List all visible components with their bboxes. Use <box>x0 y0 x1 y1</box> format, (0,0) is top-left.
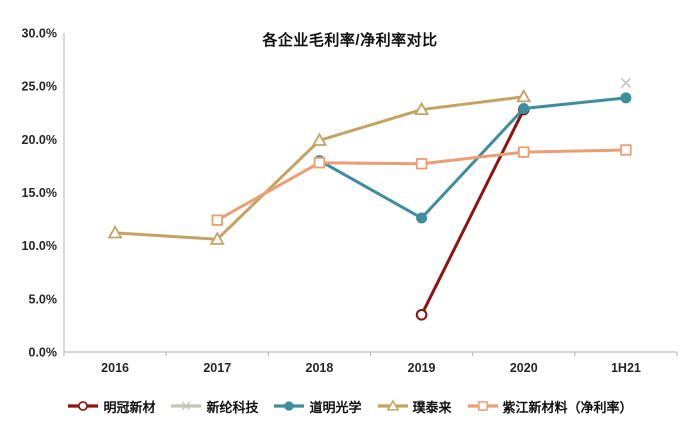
svg-text:15.0%: 15.0% <box>22 186 57 200</box>
svg-text:10.0%: 10.0% <box>22 239 57 253</box>
legend: 明冠新材 新纶科技 道明光学 璞泰来 紫江新材料（净利率） <box>0 393 700 419</box>
legend-marker-square-open-icon <box>467 401 498 411</box>
legend-label: 璞泰来 <box>412 399 452 415</box>
legend-label: 明冠新材 <box>103 399 156 415</box>
svg-text:2018: 2018 <box>306 361 334 375</box>
svg-text:30.0%: 30.0% <box>22 27 57 41</box>
legend-item-xinlun-keji: 新纶科技 <box>170 397 258 416</box>
legend-label: 新纶科技 <box>206 399 259 415</box>
svg-text:2019: 2019 <box>408 361 436 375</box>
svg-text:5.0%: 5.0% <box>29 292 58 306</box>
svg-text:25.0%: 25.0% <box>22 80 57 94</box>
svg-text:0.0%: 0.0% <box>29 346 58 360</box>
legend-item-zijiang-xincailiao: 紫江新材料（净利率） <box>467 397 633 416</box>
svg-text:2020: 2020 <box>510 361 538 375</box>
legend-marker-x-icon <box>171 401 202 411</box>
svg-text:2016: 2016 <box>101 361 129 375</box>
legend-item-putailai: 璞泰来 <box>377 397 452 416</box>
legend-item-daoming-guangxue: 道明光学 <box>273 397 362 416</box>
svg-text:2017: 2017 <box>203 361 231 375</box>
legend-label: 紫江新材料（净利率） <box>502 399 633 415</box>
legend-label: 道明光学 <box>309 399 362 415</box>
legend-marker-circle-icon <box>274 401 305 411</box>
svg-text:20.0%: 20.0% <box>22 133 57 147</box>
legend-marker-circle-open-icon <box>68 401 99 411</box>
legend-marker-triangle-open-icon <box>377 399 408 411</box>
svg-text:1H21: 1H21 <box>611 361 641 375</box>
chart-title: 各企业毛利率/净利率对比 <box>262 32 438 49</box>
legend-item-mingguan-xincai: 明冠新材 <box>67 397 155 416</box>
